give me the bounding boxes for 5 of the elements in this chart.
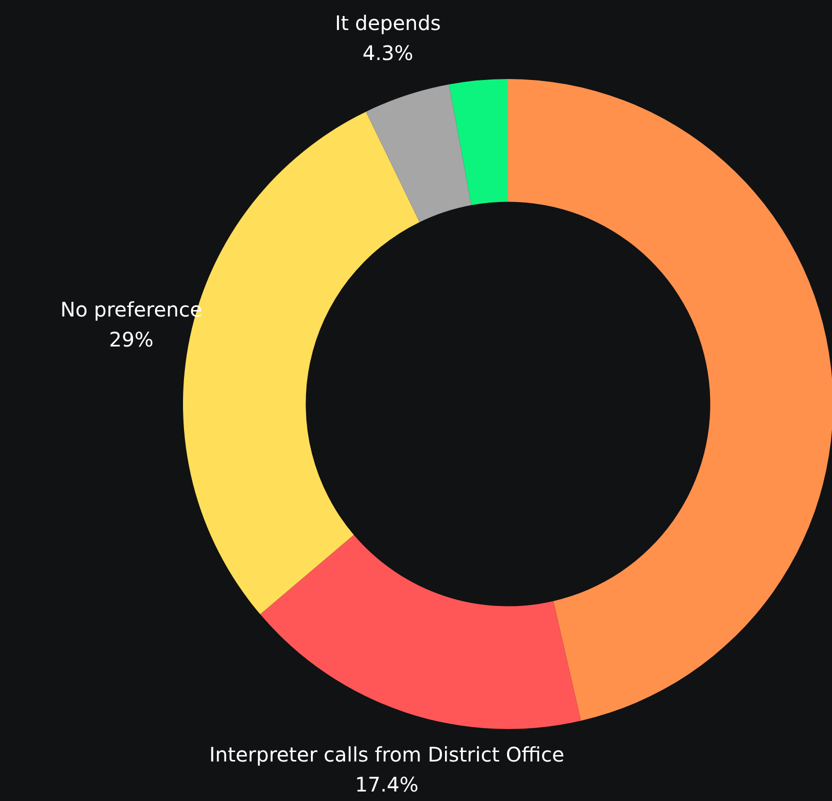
data-label: 17.4% bbox=[354, 772, 419, 796]
data-label: 4.3% bbox=[362, 41, 414, 66]
data-label: 29% bbox=[109, 328, 154, 352]
slice-label: It depends bbox=[334, 11, 441, 36]
slice-label: Interpreter calls from District Office bbox=[209, 742, 564, 766]
